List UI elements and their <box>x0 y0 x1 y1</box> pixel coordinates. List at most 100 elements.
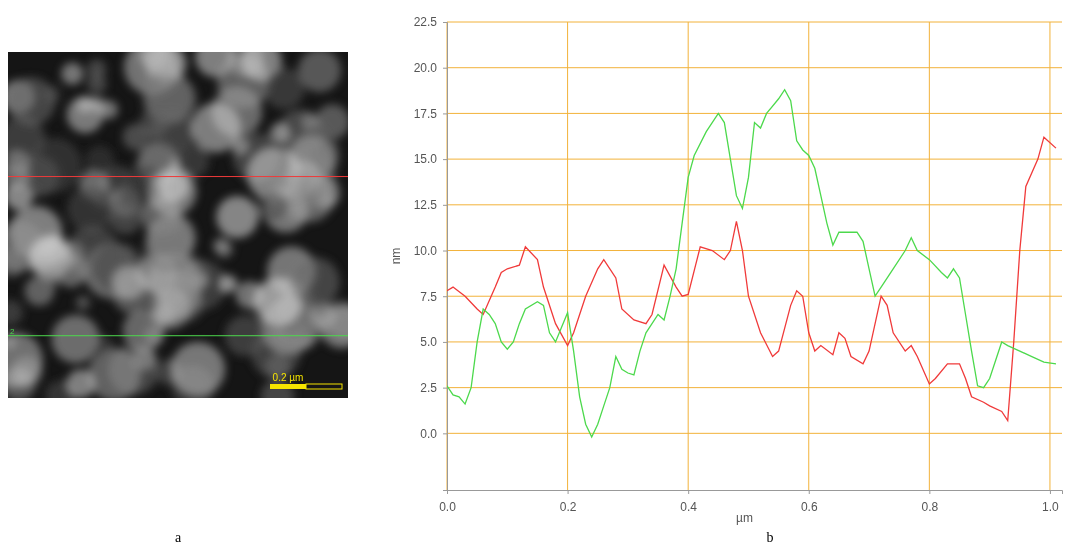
image-texture <box>8 52 348 398</box>
grain <box>171 342 225 396</box>
grain <box>8 332 43 388</box>
series-group <box>447 90 1056 437</box>
tick: 0.0 <box>439 490 456 514</box>
tick-label: 7.5 <box>420 290 437 304</box>
tick: 0.0 <box>420 427 447 441</box>
grid-line-y <box>447 22 1062 23</box>
tick-label: 17.5 <box>414 107 438 121</box>
tick-label: 22.5 <box>414 15 438 29</box>
tick: 22.5 <box>414 15 447 29</box>
grid-line-x <box>688 22 689 490</box>
tick-label: 15.0 <box>414 152 438 166</box>
grain <box>139 109 168 138</box>
profile-line <box>8 335 348 336</box>
grain <box>108 201 142 235</box>
tick-mark <box>443 205 447 206</box>
image-background <box>8 52 348 398</box>
grain <box>27 138 82 193</box>
grain <box>149 288 190 329</box>
grain <box>219 275 237 293</box>
tick-label: 5.0 <box>420 335 437 349</box>
tick: 10.0 <box>414 244 447 258</box>
tick: 0.8 <box>922 490 939 514</box>
y-axis: 0.0 2.5 5.0 7.5 10.0 12.5 15.0 17.5 20.0 22.5 <box>414 15 448 490</box>
grid-line-y <box>447 159 1062 160</box>
x-axis: 0.0 0.2 0.4 0.6 0.8 1.0 <box>439 490 1062 514</box>
grain <box>76 296 91 311</box>
tick-label: 0.0 <box>420 427 437 441</box>
scale-bar-outline <box>306 384 342 389</box>
tick-mark <box>443 388 447 389</box>
tick-label: 0.4 <box>680 500 697 514</box>
tick: 5.0 <box>420 335 447 349</box>
tick-label: 0.8 <box>922 500 939 514</box>
grain <box>112 266 146 300</box>
tick-mark <box>443 113 447 114</box>
profile-series <box>447 90 1056 437</box>
tick-mark <box>443 296 447 297</box>
tick-mark <box>443 68 447 69</box>
tick-mark <box>443 433 447 434</box>
tick: 1.0 <box>1042 490 1059 514</box>
grid-line-y <box>447 67 1062 68</box>
grid-line-x <box>567 22 568 490</box>
grain <box>194 273 209 288</box>
grain <box>139 52 157 66</box>
grain <box>301 113 318 130</box>
tick-mark <box>568 490 569 494</box>
tick-label: 12.5 <box>414 198 438 212</box>
tick-mark <box>443 342 447 343</box>
panel-label: a <box>175 530 182 545</box>
tick: 0.4 <box>680 490 697 514</box>
grain <box>191 103 241 153</box>
grain <box>8 300 23 325</box>
tick-mark <box>1050 490 1051 494</box>
grain <box>99 100 118 119</box>
tick-label: 0.2 <box>560 500 577 514</box>
y-axis-title: nm <box>389 248 403 265</box>
tick: 0.6 <box>801 490 818 514</box>
grain <box>67 96 104 133</box>
tick-mark <box>809 490 810 494</box>
tick-label: 2.5 <box>420 381 437 395</box>
grain <box>216 196 258 238</box>
grain <box>67 370 96 398</box>
grain <box>269 123 290 144</box>
line-panel: 0.0 0.2 0.4 0.6 0.8 1.0 0.0 2.5 5.0 7.5 10.0 12.5 15… <box>389 15 1063 525</box>
grid-line-y <box>447 387 1062 388</box>
grain <box>8 150 30 176</box>
profile-label: 2 <box>10 327 15 336</box>
grid-line-x <box>808 22 809 490</box>
tick-mark <box>443 159 447 160</box>
grain <box>263 68 304 109</box>
tick-label: 0.6 <box>801 500 818 514</box>
grain <box>67 185 114 232</box>
grain <box>133 346 157 370</box>
grid-line-y <box>447 296 1062 297</box>
grid-line-x <box>929 22 930 490</box>
figure: 20.2 µm a 0.0 0.2 0.4 0.6 0.8 1.0 0.0 2.5 5.0 7.5 10… <box>0 0 1087 551</box>
grid-line-y <box>447 113 1062 114</box>
grain <box>144 227 191 274</box>
grain <box>216 241 233 258</box>
profile-series <box>447 137 1056 420</box>
image-panel: 20.2 µm <box>0 37 365 413</box>
tick-mark <box>688 490 689 494</box>
grain <box>158 171 189 202</box>
tick: 17.5 <box>414 107 447 121</box>
x-axis-title: µm <box>736 511 753 525</box>
tick-label: 10.0 <box>414 244 438 258</box>
tick-label: 20.0 <box>414 61 438 75</box>
tick: 15.0 <box>414 152 447 166</box>
grain <box>51 315 99 363</box>
axis-line <box>448 491 1063 495</box>
scale-bar <box>270 384 306 389</box>
grain <box>38 234 68 264</box>
grid-line-y <box>447 250 1062 251</box>
grain <box>290 257 340 307</box>
profile-line <box>8 176 348 177</box>
tick-mark <box>443 22 447 23</box>
axis-line <box>443 23 448 491</box>
grid-line-y <box>447 433 1062 434</box>
grain <box>61 63 83 85</box>
